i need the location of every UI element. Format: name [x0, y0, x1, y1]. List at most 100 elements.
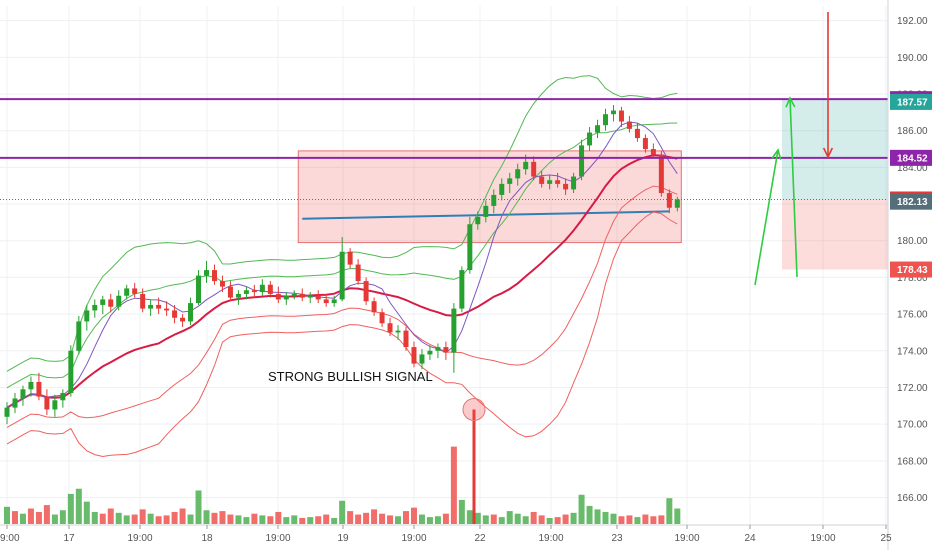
- volume-bar: [458, 499, 465, 524]
- candle-body: [666, 193, 672, 208]
- candle-body: [563, 183, 569, 190]
- volume-bar: [195, 490, 202, 524]
- candle-body: [164, 308, 170, 311]
- volume-bar: [27, 508, 34, 524]
- volume-bar: [219, 511, 226, 524]
- candle-body: [419, 354, 425, 364]
- volume-bar: [482, 515, 489, 524]
- volume-bar: [235, 515, 242, 524]
- candle-body: [459, 270, 465, 309]
- candle-body: [243, 290, 249, 294]
- candle-body: [148, 304, 154, 309]
- volume-bar: [371, 509, 378, 524]
- candle-body: [515, 169, 521, 179]
- x-tick-label: 22: [474, 533, 486, 544]
- arrow-up-green-left-head: [771, 148, 782, 160]
- price-tag: [890, 93, 932, 110]
- candle-body: [124, 288, 130, 296]
- volume-bar: [267, 516, 274, 524]
- candle-body: [547, 180, 553, 184]
- arrow-down-red-head: [822, 147, 834, 159]
- x-tick-label: 18: [201, 533, 213, 544]
- candle-body: [211, 270, 217, 282]
- y-tick-label: 174.00: [897, 346, 928, 357]
- volume-bar: [538, 515, 545, 524]
- x-tick-label: 19:00: [538, 533, 563, 544]
- candle-body: [307, 295, 313, 298]
- signal-circle: [462, 397, 486, 421]
- volume-bars: [4, 446, 681, 524]
- x-tick-label: 19:00: [674, 533, 699, 544]
- volume-bar: [99, 513, 106, 524]
- volume-bar: [379, 513, 386, 524]
- candle-body: [331, 299, 337, 304]
- volume-bar: [43, 505, 50, 524]
- volume-bar: [51, 514, 58, 524]
- volume-bar: [275, 511, 282, 524]
- candle-body: [531, 161, 537, 177]
- candle-body: [650, 149, 656, 155]
- y-tick-label: 190.00: [897, 53, 928, 64]
- volume-bar: [179, 508, 186, 524]
- candle-body: [363, 281, 369, 302]
- candle-body: [12, 398, 18, 408]
- volume-bar: [466, 510, 473, 524]
- candle-body: [595, 125, 601, 133]
- lower-band-outer: [6, 211, 678, 458]
- x-tick-label: 24: [744, 533, 756, 544]
- candle-body: [299, 293, 305, 298]
- volume-bar: [67, 493, 74, 524]
- candles: [4, 105, 680, 524]
- volume-bar: [562, 514, 569, 524]
- horizontal-levels: [0, 98, 888, 200]
- volume-bar: [19, 513, 26, 524]
- y-tick-label: 186.00: [897, 126, 928, 137]
- volume-bar: [658, 515, 665, 524]
- candle-body: [387, 323, 393, 333]
- volume-bar: [546, 517, 553, 524]
- candle-body: [116, 295, 122, 307]
- volume-bar: [387, 515, 394, 524]
- volume-bar: [339, 500, 346, 524]
- candle-body: [634, 128, 640, 139]
- x-tick-label: 17: [63, 533, 75, 544]
- volume-bar: [131, 514, 138, 524]
- candle-body: [355, 264, 361, 282]
- volume-bar: [139, 509, 146, 524]
- candle-body: [371, 301, 377, 313]
- volume-bar: [506, 511, 513, 524]
- candle-body: [259, 284, 265, 293]
- volume-bar: [410, 507, 417, 524]
- volume-bar: [211, 512, 218, 524]
- price-tag: [890, 261, 932, 278]
- x-tick-label: 25: [880, 533, 892, 544]
- candle-body: [483, 205, 489, 217]
- candle-body: [172, 310, 178, 318]
- candle-body: [227, 286, 233, 298]
- arrows: [754, 12, 834, 286]
- volume-bar: [307, 517, 314, 524]
- price-tag-label: 182.13: [897, 197, 928, 208]
- volume-bar: [418, 514, 425, 524]
- volume-bar: [171, 511, 178, 524]
- x-tick-label: 19:00: [127, 533, 152, 544]
- volume-bar: [666, 498, 673, 524]
- candle-body: [427, 350, 433, 355]
- candle-body: [499, 183, 505, 195]
- volume-bar: [403, 511, 409, 524]
- volume-bar: [147, 513, 154, 524]
- projection-profit-zone: [782, 99, 888, 200]
- volume-bar: [11, 511, 18, 524]
- volume-bar: [59, 510, 66, 524]
- volume-bar: [634, 517, 641, 524]
- volume-bar: [251, 513, 258, 524]
- lower-band-inner: [6, 185, 678, 428]
- volume-bar: [426, 517, 433, 524]
- candle-body: [395, 330, 401, 333]
- arrow-up-green-right: [789, 97, 798, 278]
- candle-body: [323, 299, 329, 304]
- candle-body: [196, 275, 202, 304]
- y-tick-label: 170.00: [897, 420, 928, 431]
